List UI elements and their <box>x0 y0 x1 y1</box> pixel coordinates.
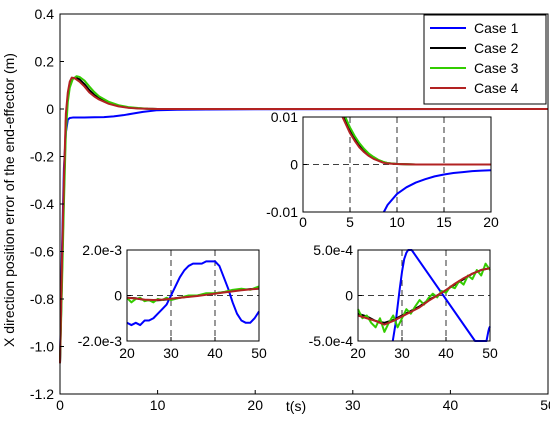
legend: Case 1 Case 2 Case 3 Case 4 <box>423 14 547 105</box>
series-line-case-1 <box>382 169 492 213</box>
y-axis-label: X direction position error of the end-ef… <box>1 53 17 347</box>
x-tick-label: 40 <box>443 397 459 413</box>
plot-main: 01020304050-1.2-1.0-0.8-0.6-0.4-0.200.20… <box>30 6 550 413</box>
y-tick-label: -5.0e-4 <box>309 333 354 349</box>
x-tick-label: 40 <box>207 345 223 361</box>
y-tick-label: -0.2 <box>30 149 54 165</box>
grid <box>358 250 490 341</box>
x-tick-label: 30 <box>163 345 179 361</box>
x-axis-label: t(s) <box>286 398 306 414</box>
y-tick-label: -1.0 <box>30 339 54 355</box>
x-tick-label: 30 <box>394 345 410 361</box>
y-tick-label: 0 <box>290 157 298 173</box>
y-tick-label: 0 <box>114 288 122 304</box>
legend-box <box>423 14 547 105</box>
x-tick-label: 15 <box>436 214 452 230</box>
y-tick-label: 2.0e-3 <box>82 242 122 258</box>
x-tick-label: 40 <box>438 345 454 361</box>
y-tick-label: -0.4 <box>30 196 54 212</box>
y-tick-label: -1.2 <box>30 386 54 402</box>
x-tick-label: 0 <box>56 397 64 413</box>
y-tick-label: 0 <box>46 101 54 117</box>
x-tick-label: 50 <box>482 345 498 361</box>
series-line-case-4 <box>357 267 491 326</box>
y-tick-label: 0.4 <box>35 6 55 22</box>
series-line-case-1 <box>126 260 260 327</box>
y-tick-label: 0 <box>345 288 353 304</box>
legend-label: Case 1 <box>474 20 519 36</box>
series-line-case-4 <box>59 76 548 364</box>
legend-label: Case 4 <box>474 80 519 96</box>
x-tick-label: 20 <box>119 345 135 361</box>
x-tick-label: 0 <box>299 214 307 230</box>
x-tick-label: 50 <box>251 345 267 361</box>
x-tick-label: 50 <box>540 397 550 413</box>
legend-label: Case 3 <box>474 60 519 76</box>
plot-inset-20-50-a: 20 30 40 50 -2.0e-3 0 2.0e-3 <box>78 242 267 361</box>
y-tick-label: 0.01 <box>271 109 298 125</box>
x-tick-label: 20 <box>247 397 263 413</box>
y-tick-label: 5.0e-4 <box>313 242 353 258</box>
y-tick-label: -0.01 <box>266 204 298 220</box>
x-tick-label: 10 <box>150 397 166 413</box>
x-tick-label: 30 <box>345 397 361 413</box>
y-tick-label: -0.6 <box>30 244 54 260</box>
y-tick-label: -0.8 <box>30 291 54 307</box>
x-tick-label: 20 <box>483 214 499 230</box>
y-tick-label: 0.2 <box>35 54 55 70</box>
plot-inset-20-50-b: 20 30 40 50 -5.0e-4 0 5.0e-4 <box>309 242 498 361</box>
series-line-case-4 <box>126 287 260 302</box>
x-tick-label: 5 <box>346 214 354 230</box>
legend-label: Case 2 <box>474 40 519 56</box>
x-tick-label: 10 <box>389 214 405 230</box>
x-tick-label: 20 <box>350 345 366 361</box>
y-tick-label: -2.0e-3 <box>78 333 123 349</box>
series-line-case-4 <box>341 116 491 166</box>
